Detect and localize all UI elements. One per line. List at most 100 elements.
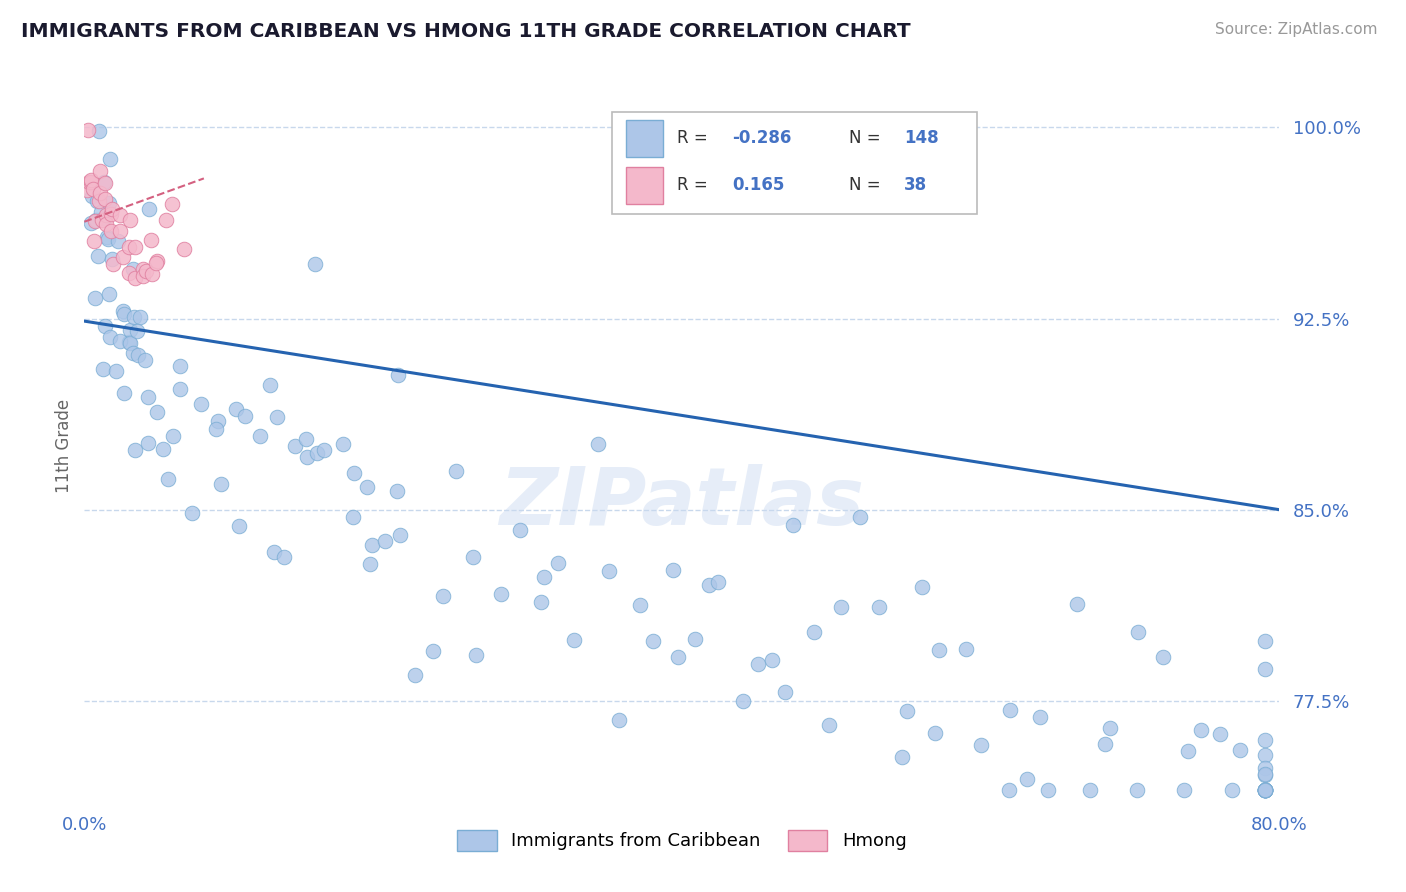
Text: IMMIGRANTS FROM CARIBBEAN VS HMONG 11TH GRADE CORRELATION CHART: IMMIGRANTS FROM CARIBBEAN VS HMONG 11TH … (21, 22, 911, 41)
Point (141, 267, 163, 281)
Point (530, 595, 553, 609)
Point (998, 783, 1021, 797)
Point (138, 390, 160, 404)
Text: 0.165: 0.165 (733, 177, 785, 194)
Point (683, 632, 706, 647)
Point (1253, 783, 1275, 797)
Point (444, 464, 467, 478)
Point (343, 467, 366, 481)
FancyBboxPatch shape (612, 112, 977, 214)
Point (533, 570, 555, 584)
Point (100, 224, 122, 238)
Point (225, 402, 247, 417)
Legend: Immigrants from Caribbean, Hmong: Immigrants from Caribbean, Hmong (450, 822, 914, 858)
Point (86, 212, 108, 227)
Point (1125, 783, 1147, 797)
Point (1253, 783, 1275, 797)
Point (1152, 650, 1174, 665)
Point (155, 213, 177, 227)
Point (818, 718, 841, 732)
Point (509, 523, 531, 537)
Point (342, 510, 364, 524)
Point (100, 207, 122, 221)
Point (1000, 703, 1022, 717)
Point (169, 382, 191, 396)
Point (110, 334, 132, 348)
Point (181, 506, 204, 520)
Point (173, 242, 195, 256)
Point (138, 202, 160, 216)
Bar (626, 120, 662, 157)
Point (1253, 783, 1275, 797)
Point (1253, 783, 1275, 797)
Point (1253, 783, 1275, 797)
Point (896, 704, 918, 718)
Point (562, 633, 585, 648)
Point (233, 409, 256, 423)
Point (118, 266, 141, 280)
Point (1253, 634, 1275, 648)
Point (1253, 761, 1275, 775)
Point (387, 368, 409, 382)
Point (89, 124, 111, 138)
Point (304, 257, 326, 271)
Point (1253, 662, 1275, 676)
Point (207, 414, 229, 428)
Point (1229, 743, 1251, 757)
Point (209, 477, 232, 491)
Point (273, 549, 295, 564)
Text: 38: 38 (904, 177, 927, 194)
Point (1078, 783, 1101, 797)
Point (707, 574, 730, 589)
Point (190, 397, 212, 411)
Text: Source: ZipAtlas.com: Source: ZipAtlas.com (1215, 22, 1378, 37)
Text: R =: R = (678, 177, 713, 194)
Point (89, 163, 111, 178)
Point (91, 212, 114, 227)
Point (118, 334, 141, 349)
Point (135, 264, 157, 278)
Point (96, 230, 118, 244)
Text: -0.286: -0.286 (733, 129, 792, 147)
Point (98, 330, 121, 344)
Point (160, 196, 183, 211)
Point (404, 667, 426, 681)
Point (263, 544, 285, 558)
Point (112, 386, 135, 401)
Point (1220, 783, 1243, 797)
Point (127, 348, 149, 362)
Point (94, 192, 117, 206)
Point (1038, 783, 1060, 797)
Point (747, 657, 769, 671)
Point (77, 122, 100, 136)
Point (105, 363, 128, 377)
Point (830, 599, 852, 614)
Point (356, 480, 378, 494)
Point (101, 252, 124, 266)
Point (1253, 783, 1275, 797)
Point (111, 303, 134, 318)
Point (132, 269, 155, 284)
Point (733, 694, 755, 708)
Point (266, 410, 288, 425)
Point (204, 421, 226, 435)
Point (94, 217, 117, 231)
Point (928, 642, 950, 657)
Point (699, 577, 721, 591)
Point (101, 202, 124, 216)
Point (607, 714, 630, 728)
Point (83, 234, 105, 248)
Point (387, 484, 409, 499)
Point (156, 472, 179, 486)
Point (152, 442, 174, 456)
Point (146, 405, 169, 419)
Point (491, 586, 513, 600)
Point (249, 429, 271, 443)
Point (463, 549, 485, 564)
Point (388, 528, 411, 542)
Point (1209, 727, 1232, 741)
Point (108, 224, 131, 238)
Point (83, 214, 105, 228)
Point (1173, 783, 1195, 797)
Bar (626, 167, 662, 204)
